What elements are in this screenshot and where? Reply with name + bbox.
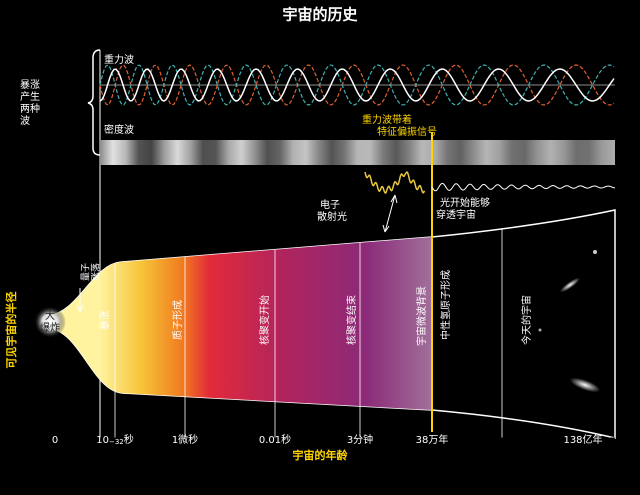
tick-exp: −32 bbox=[109, 438, 124, 446]
transparent-note: 光开始能够 bbox=[440, 196, 490, 209]
inflation-note: 暴涨 bbox=[20, 79, 40, 91]
big-bang-label: 爆炸 bbox=[40, 322, 60, 334]
epoch-label: 暴涨 bbox=[99, 310, 111, 330]
galaxy bbox=[593, 250, 597, 254]
universe-fill bbox=[48, 237, 432, 410]
epoch-lines bbox=[114, 228, 503, 438]
y-axis-title: 可见宇宙的半径 bbox=[4, 292, 18, 369]
galaxy bbox=[569, 377, 601, 393]
galaxy bbox=[538, 328, 542, 332]
x-tick-label: 0.01秒 bbox=[259, 433, 291, 446]
epoch-label: 中性氢原子形成 bbox=[439, 270, 452, 340]
epoch-label: 核聚变结束 bbox=[345, 295, 358, 345]
gravity-wave bbox=[99, 64, 615, 106]
big-bang bbox=[34, 306, 66, 338]
epoch-label: 质子形成 bbox=[172, 300, 184, 340]
quantum-label: 量子 bbox=[81, 263, 92, 281]
inflation-note: 产生 bbox=[20, 90, 40, 103]
photon-wave bbox=[431, 182, 616, 192]
title: 宇宙的历史 bbox=[282, 6, 358, 24]
density-band bbox=[100, 140, 615, 165]
wave-label: 密度波 bbox=[104, 123, 134, 136]
epoch-label: 宇宙微波背景 bbox=[415, 286, 428, 346]
x-tick-label: 10−32秒 bbox=[96, 433, 134, 446]
inflation-note: 波 bbox=[20, 114, 30, 127]
x-tick-label: 0 bbox=[52, 435, 58, 446]
tick-base: 10 bbox=[96, 435, 109, 446]
epoch-label: 核聚变开始 bbox=[258, 295, 271, 345]
x-tick-label: 1微秒 bbox=[172, 433, 198, 446]
transparent-note: 穿透宇宙 bbox=[436, 208, 476, 221]
wave-label: 重力波 bbox=[104, 53, 134, 66]
tick-unit: 秒 bbox=[124, 433, 134, 446]
polarization-note: 重力波带着 bbox=[362, 113, 412, 126]
big-bang-label: 大 bbox=[45, 309, 55, 322]
quantum-arrow bbox=[76, 288, 84, 314]
scatter-note: 散射光 bbox=[317, 210, 347, 223]
scatter-note: 电子 bbox=[320, 198, 340, 211]
x-tick-label: 38万年 bbox=[416, 433, 449, 446]
polarization-note: 特征偏振信号 bbox=[377, 125, 437, 138]
galaxy bbox=[560, 277, 580, 293]
inflation-note: 两种 bbox=[20, 102, 40, 115]
scatter-arrow bbox=[382, 194, 398, 233]
x-axis-title: 宇宙的年龄 bbox=[293, 448, 349, 462]
x-tick-label: 3分钟 bbox=[347, 433, 373, 446]
photon-path bbox=[364, 171, 426, 195]
epoch-label: 今天的宇宙 bbox=[520, 295, 533, 345]
bracket bbox=[87, 49, 101, 156]
gravity-wave bbox=[99, 68, 615, 102]
quantum-label: 涨落 bbox=[90, 263, 102, 281]
x-tick-label: 138亿年 bbox=[563, 433, 602, 446]
